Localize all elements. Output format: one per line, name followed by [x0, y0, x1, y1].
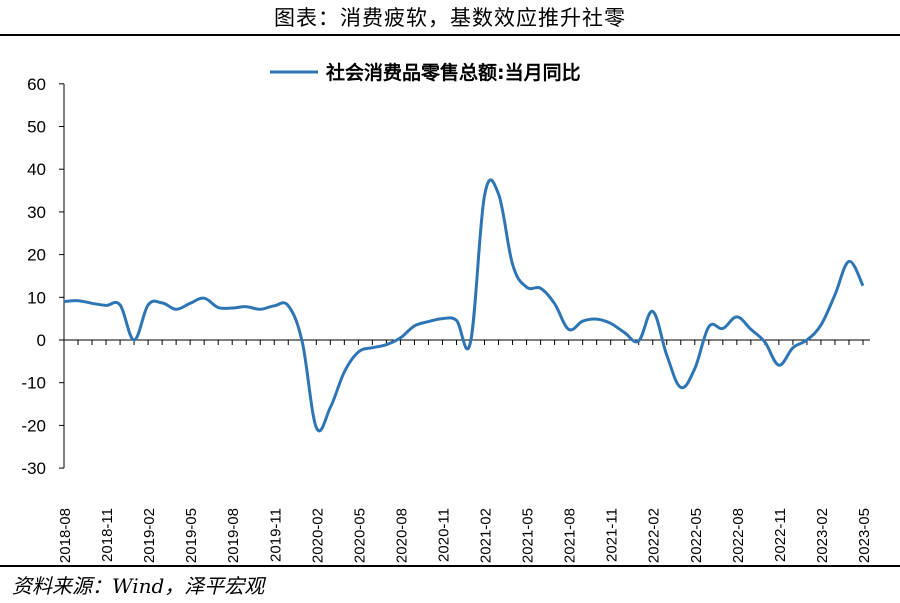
- data-point: [273, 304, 276, 307]
- data-point: [399, 336, 402, 339]
- figure-title: 图表：消费疲软，基数效应推升社零: [274, 6, 626, 30]
- data-point: [371, 346, 374, 349]
- data-point: [637, 339, 640, 342]
- data-point: [315, 426, 318, 429]
- data-point: [679, 386, 682, 389]
- y-tick-label: 0: [37, 331, 46, 350]
- x-tick-label: 2020-08: [393, 508, 410, 563]
- y-tick-label: 30: [27, 203, 46, 222]
- data-point: [413, 324, 416, 327]
- data-point: [91, 302, 94, 305]
- x-tick-label: 2019-08: [225, 508, 242, 563]
- y-tick-label: -30: [21, 459, 46, 478]
- chart-legend: 社会消费品零售总额:当月同比: [270, 61, 581, 84]
- x-tick-label: 2021-08: [562, 508, 579, 563]
- x-tick-label: 2022-02: [646, 508, 663, 563]
- data-point: [287, 304, 290, 307]
- data-point: [665, 353, 668, 356]
- bottom-rule: [0, 565, 900, 567]
- chart-axes: -30 -20 -10 0 10 20 30 40 50 60 2018-08 2018-11 2019…: [21, 75, 873, 563]
- data-point: [539, 287, 542, 290]
- data-point: [791, 346, 794, 349]
- data-point: [511, 263, 514, 266]
- data-point: [581, 320, 584, 323]
- chart-series: [63, 178, 865, 433]
- data-point: [63, 300, 66, 303]
- x-tick-label: 2018-11: [99, 508, 116, 562]
- data-point: [133, 339, 136, 342]
- data-point: [469, 341, 472, 344]
- data-point: [848, 260, 851, 263]
- data-point: [343, 371, 346, 374]
- y-tick-label: 60: [27, 75, 46, 94]
- data-point: [862, 284, 865, 287]
- series-line-retail-sales-yoy: [63, 178, 865, 433]
- y-tick-label: -20: [21, 416, 46, 435]
- source-note: 资料来源：Wind，泽平宏观: [12, 574, 265, 598]
- data-point: [623, 331, 626, 334]
- data-point: [834, 293, 837, 296]
- data-point: [189, 302, 192, 305]
- data-point: [161, 301, 164, 304]
- data-point: [427, 320, 430, 323]
- data-point: [175, 308, 178, 311]
- data-point: [819, 324, 822, 327]
- data-point: [385, 343, 388, 346]
- data-point: [567, 328, 570, 331]
- data-point: [231, 307, 234, 310]
- data-point: [203, 297, 206, 300]
- x-tick-label: 2020-05: [351, 508, 368, 563]
- y-tick-label: -10: [21, 374, 46, 393]
- data-point: [735, 315, 738, 318]
- data-point: [525, 286, 528, 289]
- legend-label: 社会消费品零售总额:当月同比: [325, 61, 581, 84]
- data-point: [105, 304, 108, 307]
- data-point: [777, 364, 780, 367]
- y-tick-label: 40: [27, 160, 46, 179]
- x-tick-label: 2023-05: [856, 508, 873, 563]
- x-tick-label: 2022-05: [688, 508, 705, 563]
- data-point: [329, 406, 332, 409]
- data-point: [805, 339, 808, 342]
- data-point: [693, 367, 696, 370]
- data-point: [553, 302, 556, 305]
- data-point: [301, 341, 304, 344]
- data-point: [763, 341, 766, 344]
- x-tick-label: 2019-02: [141, 508, 158, 563]
- data-point: [749, 328, 752, 331]
- data-point: [483, 194, 486, 197]
- x-tick-label: 2020-02: [309, 508, 326, 563]
- x-tick-label: 2022-08: [730, 508, 747, 563]
- x-tick-label: 2021-11: [604, 508, 621, 562]
- data-point: [245, 305, 248, 308]
- data-point: [217, 306, 220, 309]
- x-tick-label: 2023-02: [814, 508, 831, 563]
- x-tick-label: 2018-08: [57, 508, 74, 563]
- data-point: [147, 304, 150, 307]
- data-point: [77, 299, 80, 302]
- line-chart: -30 -20 -10 0 10 20 30 40 50 60 2018-08 2018-11 2019…: [21, 61, 873, 563]
- data-point: [721, 327, 724, 330]
- top-rule: [0, 34, 900, 36]
- y-tick-label: 20: [27, 246, 46, 265]
- data-point: [357, 351, 360, 354]
- data-point: [651, 310, 654, 313]
- data-point: [707, 325, 710, 328]
- data-point: [119, 304, 122, 307]
- x-tick-label: 2022-11: [772, 508, 789, 562]
- x-tick-label: 2020-11: [435, 508, 452, 562]
- data-point: [595, 318, 598, 321]
- data-point: [259, 308, 262, 311]
- x-tick-label: 2019-11: [267, 508, 284, 562]
- y-tick-label: 10: [27, 288, 46, 307]
- x-tick-label: 2019-05: [183, 508, 200, 563]
- y-tick-label: 50: [27, 118, 46, 137]
- data-point: [609, 322, 612, 325]
- data-point: [455, 319, 458, 322]
- x-tick-label: 2021-05: [520, 508, 537, 563]
- data-point: [441, 317, 444, 320]
- data-point: [497, 193, 500, 196]
- x-tick-label: 2021-02: [478, 508, 495, 563]
